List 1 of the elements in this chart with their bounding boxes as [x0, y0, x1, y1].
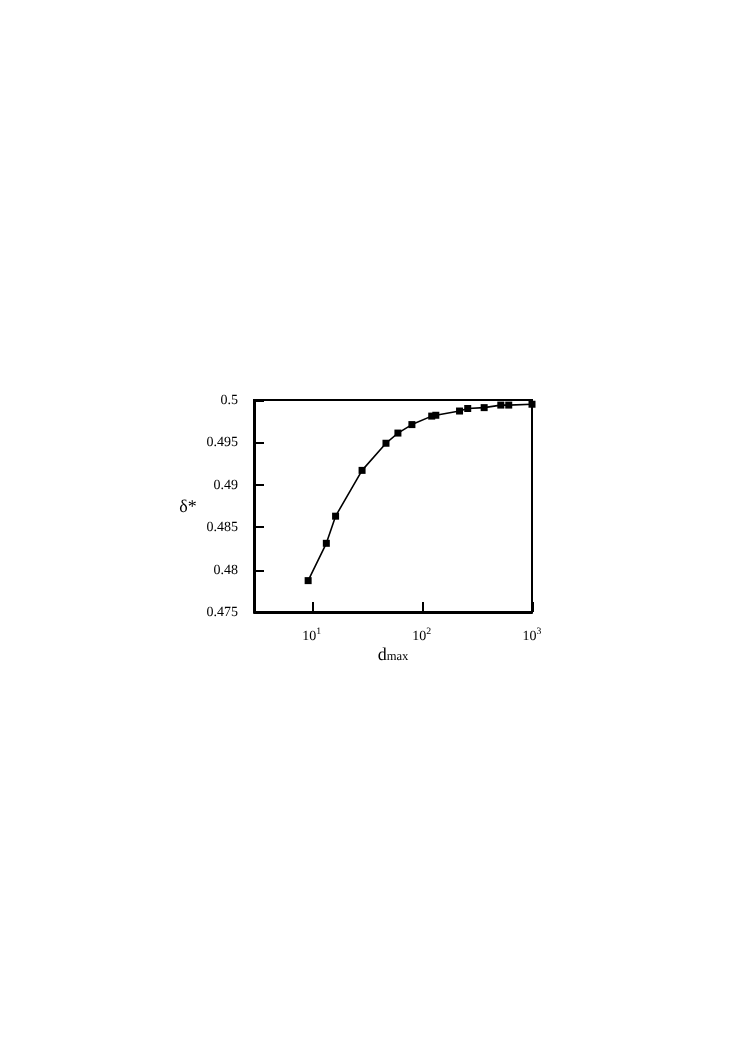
y-axis-title: δ* [179, 496, 198, 516]
